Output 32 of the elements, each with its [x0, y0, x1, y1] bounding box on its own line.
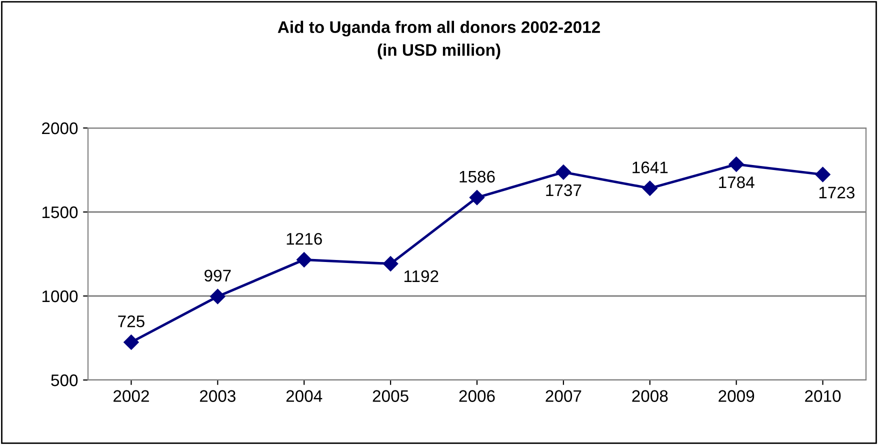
y-tick-label: 1000 — [42, 290, 78, 302]
data-label: 1784 — [719, 176, 754, 188]
x-tick-label: 2008 — [632, 390, 668, 402]
point — [382, 256, 398, 272]
data-label: 997 — [204, 270, 231, 282]
x-tick-label: 2005 — [372, 390, 408, 402]
y-tick-label: 2000 — [42, 122, 78, 134]
point — [815, 166, 830, 182]
x-tick-label: 2004 — [286, 390, 322, 402]
point — [728, 156, 744, 172]
y-tick-label: 1500 — [42, 206, 78, 218]
x-tick-label: 2006 — [459, 390, 495, 402]
x-tick-label: 2009 — [718, 390, 754, 402]
data-label: 1192 — [404, 270, 438, 282]
x-tick-label: 2007 — [546, 390, 582, 402]
data-label: 1586 — [460, 170, 495, 183]
data-label: 1216 — [286, 232, 322, 245]
y-tick-label: 500 — [51, 374, 78, 386]
chart-title: Aid to Uganda from all donors 2002-2012 (in USD million) — [278, 20, 600, 60]
point — [296, 252, 312, 268]
point — [124, 334, 139, 350]
data-label: 1723 — [819, 186, 854, 198]
data-label: 1737 — [546, 184, 582, 196]
point — [210, 288, 226, 304]
x-tick-label: 2010 — [805, 390, 841, 402]
data-label: 725 — [118, 315, 144, 328]
x-tick-label: 2003 — [200, 390, 236, 402]
x-tick-label: 2002 — [114, 390, 149, 402]
point — [556, 164, 572, 180]
data-label: 1641 — [632, 162, 668, 174]
point — [469, 190, 485, 206]
point — [642, 180, 658, 196]
